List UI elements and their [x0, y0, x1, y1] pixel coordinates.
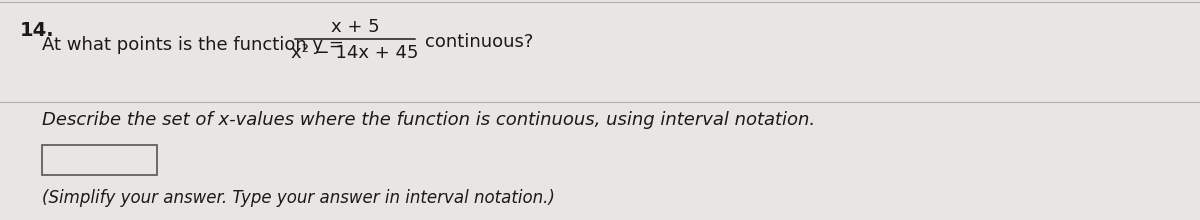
Bar	[42, 145, 157, 175]
Text: (Simplify your answer. Type your answer in interval notation.): (Simplify your answer. Type your answer …	[42, 189, 554, 207]
Text: continuous?: continuous?	[425, 33, 533, 51]
Text: 14.: 14.	[20, 20, 55, 40]
Text: Describe the set of x-values where the function is continuous, using interval no: Describe the set of x-values where the f…	[42, 111, 815, 129]
Text: x² − 14x + 45: x² − 14x + 45	[292, 44, 419, 62]
Text: At what points is the function y =: At what points is the function y =	[42, 36, 344, 54]
Text: x + 5: x + 5	[331, 18, 379, 36]
